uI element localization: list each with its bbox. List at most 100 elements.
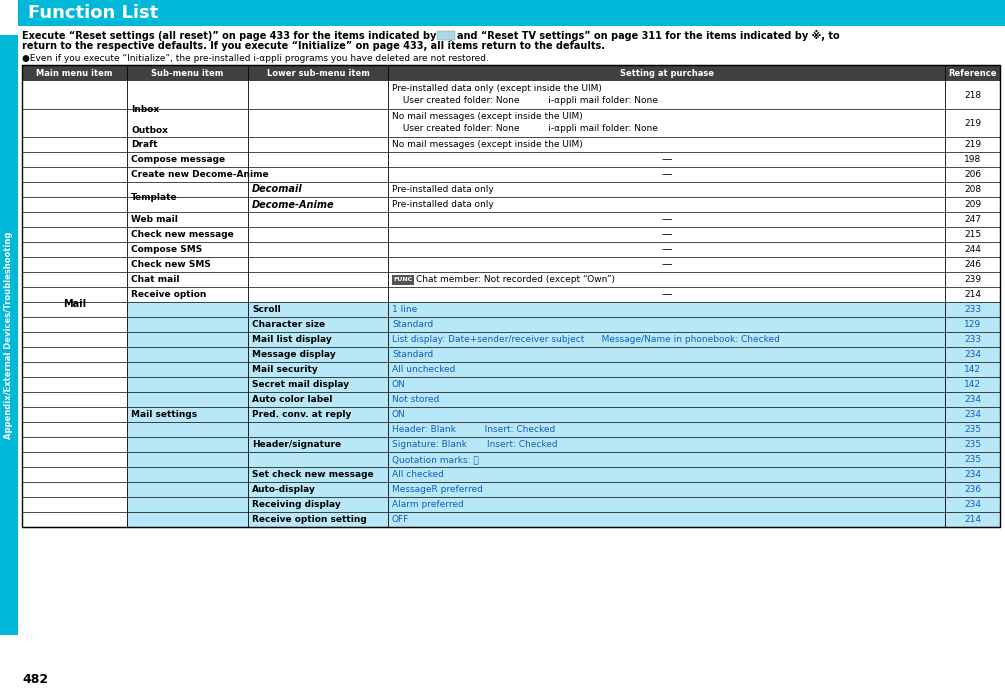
Text: Reference: Reference: [949, 69, 997, 78]
Text: —: —: [661, 229, 671, 240]
Bar: [22, 109, 1000, 137]
Text: Check new SMS: Check new SMS: [131, 260, 211, 269]
Text: MessageR preferred: MessageR preferred: [392, 485, 482, 494]
Bar: [22, 347, 127, 362]
Text: ●Even if you execute “Initialize”, the pre-installed i-αppli programs you have d: ●Even if you execute “Initialize”, the p…: [22, 54, 488, 63]
Bar: [22, 167, 1000, 182]
Bar: [22, 182, 1000, 197]
Bar: [22, 227, 1000, 242]
Bar: [22, 437, 127, 452]
Bar: [22, 152, 1000, 167]
Text: 234: 234: [964, 500, 981, 509]
Text: 1 line: 1 line: [392, 305, 417, 314]
Text: 234: 234: [964, 470, 981, 479]
Text: Standard: Standard: [392, 350, 433, 359]
Text: ON: ON: [392, 410, 406, 419]
Bar: [22, 317, 1000, 332]
Text: 219: 219: [964, 119, 981, 128]
Bar: [22, 137, 1000, 152]
Text: Compose message: Compose message: [131, 155, 225, 164]
Bar: [22, 257, 1000, 272]
Text: 236: 236: [964, 485, 981, 494]
Bar: [22, 407, 127, 422]
Bar: [22, 302, 1000, 317]
Text: Standard: Standard: [392, 320, 433, 329]
Bar: [22, 65, 1000, 81]
Text: Pre-installed data only: Pre-installed data only: [392, 185, 493, 194]
Text: Receiving display: Receiving display: [252, 500, 341, 509]
Text: Character size: Character size: [252, 320, 326, 329]
Text: —: —: [661, 245, 671, 254]
Text: Create new Decome-Anime: Create new Decome-Anime: [131, 170, 268, 179]
Text: 129: 129: [964, 320, 981, 329]
Text: Header: Blank          Insert: Checked: Header: Blank Insert: Checked: [392, 425, 555, 434]
Text: Pred. conv. at reply: Pred. conv. at reply: [252, 410, 352, 419]
Text: Mail: Mail: [63, 299, 86, 309]
Text: 235: 235: [964, 455, 981, 464]
Text: ON: ON: [392, 380, 406, 389]
Text: 142: 142: [964, 380, 981, 389]
Bar: [22, 227, 127, 242]
Text: 214: 214: [964, 515, 981, 524]
Bar: [22, 152, 127, 167]
Text: OFF: OFF: [392, 515, 409, 524]
Text: 233: 233: [964, 335, 981, 344]
Bar: [22, 497, 127, 512]
Text: List display: Date+sender/receiver subject      Message/Name in phonebook: Check: List display: Date+sender/receiver subje…: [392, 335, 780, 344]
Text: Setting at purchase: Setting at purchase: [619, 69, 714, 78]
Bar: [22, 452, 1000, 467]
Bar: [22, 452, 127, 467]
Text: Decomail: Decomail: [252, 184, 303, 195]
Text: Appendix/External Devices/Troubleshooting: Appendix/External Devices/Troubleshootin…: [4, 231, 13, 439]
Bar: [22, 272, 127, 287]
Bar: [22, 437, 1000, 452]
Text: Signature: Blank       Insert: Checked: Signature: Blank Insert: Checked: [392, 440, 558, 449]
Text: —: —: [661, 155, 671, 164]
Text: 206: 206: [964, 170, 981, 179]
Bar: [22, 167, 127, 182]
Bar: [22, 197, 127, 212]
Text: —: —: [661, 290, 671, 299]
Bar: [22, 362, 127, 377]
Text: Lower sub-menu item: Lower sub-menu item: [266, 69, 370, 78]
Text: Alarm preferred: Alarm preferred: [392, 500, 463, 509]
Text: 214: 214: [964, 290, 981, 299]
Bar: [22, 467, 1000, 482]
Bar: [22, 287, 1000, 302]
Text: Mail security: Mail security: [252, 365, 318, 374]
Bar: [22, 482, 1000, 497]
Text: Check new message: Check new message: [131, 230, 234, 239]
Text: Inbox: Inbox: [131, 105, 159, 114]
Text: Chat member: Not recorded (except “Own”): Chat member: Not recorded (except “Own”): [416, 275, 615, 284]
Text: 215: 215: [964, 230, 981, 239]
Bar: [22, 137, 127, 152]
Text: Not stored: Not stored: [392, 395, 439, 404]
Bar: [22, 257, 127, 272]
Bar: [22, 81, 127, 109]
Text: —: —: [661, 170, 671, 179]
Text: 234: 234: [964, 395, 981, 404]
Bar: [22, 182, 127, 197]
Text: Decome-Anime: Decome-Anime: [252, 200, 335, 209]
Text: 209: 209: [964, 200, 981, 209]
Text: Web mail: Web mail: [131, 215, 178, 224]
Text: Execute “Reset settings (all reset)” on page 433 for the items indicated by    ,: Execute “Reset settings (all reset)” on …: [22, 30, 839, 41]
Bar: [22, 497, 1000, 512]
Text: —: —: [661, 215, 671, 225]
Text: 218: 218: [964, 91, 981, 100]
Bar: [22, 242, 127, 257]
Text: Outbox: Outbox: [131, 126, 168, 135]
Bar: [22, 407, 1000, 422]
Bar: [22, 377, 1000, 392]
Text: Function List: Function List: [28, 4, 158, 22]
Text: 234: 234: [964, 350, 981, 359]
Bar: [22, 422, 1000, 437]
Text: Main menu item: Main menu item: [36, 69, 113, 78]
Text: 482: 482: [22, 673, 48, 686]
Text: Scroll: Scroll: [252, 305, 280, 314]
Bar: [22, 81, 1000, 109]
Text: 233: 233: [964, 305, 981, 314]
Bar: [18, 0, 1005, 26]
Text: 239: 239: [964, 275, 981, 284]
Text: Quotation marks: 〉: Quotation marks: 〉: [392, 455, 478, 464]
